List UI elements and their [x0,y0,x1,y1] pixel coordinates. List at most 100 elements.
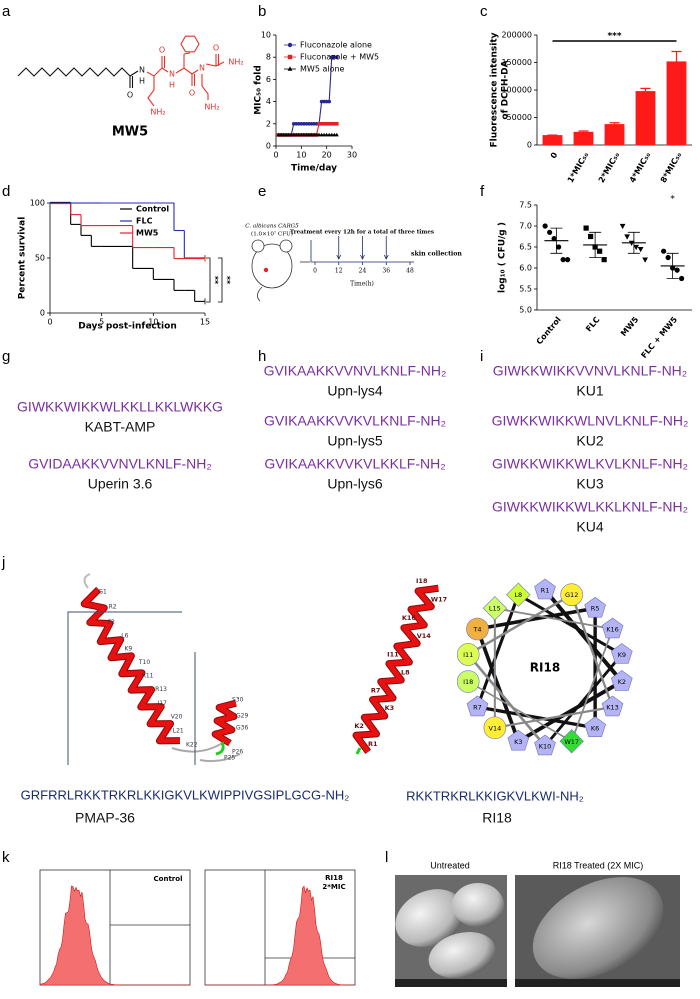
residue-label: R7 [371,686,381,694]
peptide-sequence: GVIKAAKKVVNVLKNLF-NH₂ [264,363,447,379]
x-tick-label: 30 [347,151,357,160]
y-tick-label: 4 [266,97,271,106]
data-point [286,132,291,137]
data-point [299,122,304,126]
helix-ribbon [353,585,439,754]
error-bar [671,50,682,62]
panel-label: d [2,183,10,200]
peptide-name: Upn-lys5 [327,433,382,449]
data-point [314,132,319,137]
wheel-residue [466,695,489,717]
timepoint-label: 24 [359,268,367,275]
flow-label: Control [154,875,183,883]
residue-label: L8 [401,668,410,676]
peptide-sequence: GRFRRLRKKTRKRLKKIGKVLKWIPPIVGSIPLGCG-NH₂ [21,787,350,802]
bar [604,124,625,145]
legend-label: FLC [136,217,153,226]
wheel-residue [483,716,507,740]
wheel-residue [507,729,530,751]
peptide-sequence: GVIKAAKKVVKVLKNLF-NH₂ [264,413,446,429]
sd-bar [589,231,602,258]
wheel-residue-label: K2 [618,678,626,686]
residue-label: P26 [232,749,243,756]
residue-label: I18 [416,577,428,585]
peptide-name: Upn-lys6 [327,476,382,492]
bar [573,131,594,145]
wheel-residue-label: L15 [489,605,501,613]
flow-label: 2*MIC [322,883,345,891]
residue-label: K16 [402,614,417,622]
wheel-link [467,680,573,742]
cell [428,931,496,979]
panel-label: l [385,849,388,866]
data-point [335,55,339,59]
residue-label: K2 [354,722,364,730]
data-point [329,55,334,59]
bar [635,91,656,145]
y-tick-label: 6.5 [519,243,532,252]
data-point [304,132,309,137]
wheel-residue [534,734,556,756]
sd-bar [627,231,640,254]
sem-treated [515,875,680,987]
endpoint-label: skin collection [411,251,462,258]
data-point [309,132,314,137]
data-point [327,122,331,126]
x-tick-label: 0 [273,151,278,160]
data-point [637,247,644,253]
wheel-residue-label: W17 [564,738,579,746]
data-point [327,132,332,137]
treatment-arrow [336,236,342,260]
legend-label: Control [136,205,169,214]
data-point [309,122,314,126]
wheel-residue-label: I18 [463,678,473,686]
wheel-residue-label: T4 [472,626,481,634]
atom-label: NH₂ [204,103,219,112]
wheel-link [475,628,521,742]
residue-label: I17 [157,700,167,707]
residue-label: F3 [108,619,115,626]
bond [147,76,155,107]
significance-label: * [670,195,675,205]
panel-label: j [1,554,5,571]
treatment-label: Treatment every 12h for a total of three… [290,230,434,236]
data-point [322,99,326,104]
panel-label: a [2,3,11,20]
peptide-name: RI18 [482,810,512,826]
wheel-link [494,607,613,630]
panel-label: h [258,348,266,365]
legend-label: Fluconazole alone [300,41,372,50]
x-axis-label: Time/day [291,164,337,174]
panel-label: g [2,348,10,365]
peptide-sequence: GIWKKWIKKWLKVLKNLF-NH₂ [492,456,688,472]
panel-label: i [480,348,483,365]
sem-untreated [395,875,507,987]
wheel-residue-label: K13 [606,704,619,712]
peptide-name: PMAP-36 [75,810,135,826]
wheel-link [543,653,623,747]
data-point [289,132,294,137]
peptide-sequence: GVIKAAKKVVKVLKKLF-NH₂ [264,456,445,472]
bond [161,67,169,73]
wheel-link [570,594,614,708]
data-point [560,257,566,263]
data-point [542,223,548,229]
data-point [299,132,304,137]
data-point [332,122,337,126]
bond [17,67,131,77]
data-point [276,132,281,137]
data-point [588,233,594,240]
y-tick-label: 0 [40,309,45,318]
residue-label: R2 [109,604,117,611]
residue-label: W17 [431,595,447,603]
atom-label: O [159,46,165,55]
significance-label: ** [223,276,232,285]
peptide-sequence: GVIDAAKKVVNVLKNLF-NH₂ [28,456,212,472]
y-tick-label: 50 [35,254,45,263]
peptide-name: KABT-AMP [85,419,156,435]
helix-ribbon [81,587,180,744]
y-tick-label: 10 [261,31,271,40]
data-point [551,236,557,242]
y-axis-label: Fluorescence intensity [490,32,500,147]
